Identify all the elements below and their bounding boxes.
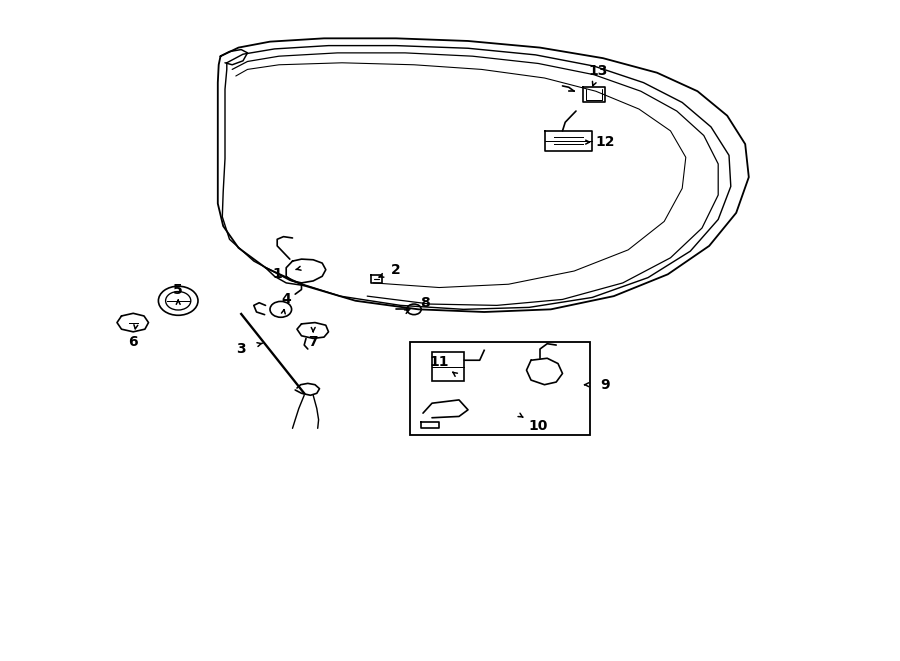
- Text: 1: 1: [273, 267, 282, 282]
- Text: 13: 13: [589, 64, 608, 79]
- Text: 2: 2: [392, 262, 400, 277]
- Text: 11: 11: [429, 355, 449, 369]
- Text: 6: 6: [129, 335, 138, 350]
- Text: 10: 10: [528, 419, 548, 434]
- Bar: [432, 352, 464, 381]
- Text: 4: 4: [282, 292, 291, 306]
- Bar: [410, 342, 590, 435]
- Text: 12: 12: [595, 135, 615, 149]
- Text: 9: 9: [600, 377, 609, 392]
- Text: 3: 3: [237, 342, 246, 356]
- Text: 7: 7: [309, 335, 318, 350]
- Text: 8: 8: [420, 295, 429, 310]
- Text: 5: 5: [174, 282, 183, 297]
